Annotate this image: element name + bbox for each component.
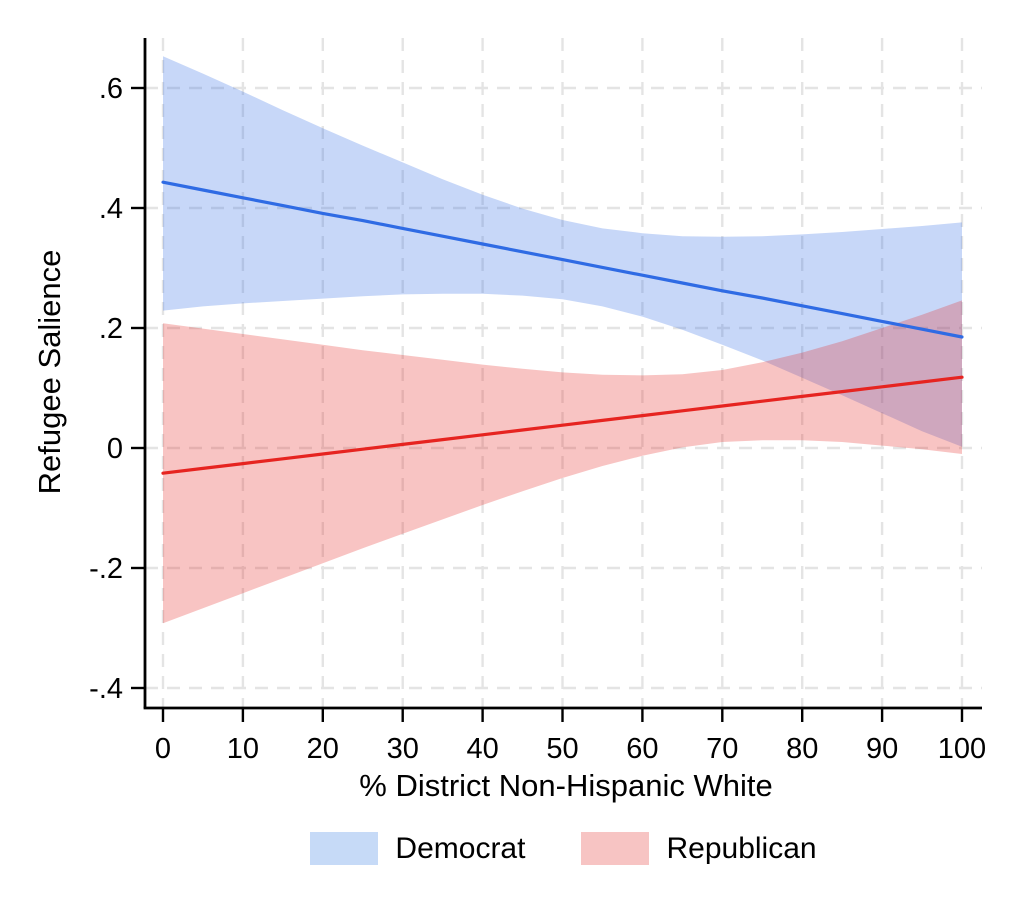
legend: Democrat Republican: [145, 832, 982, 865]
x-tick-label: 80: [786, 733, 818, 765]
republican-ci-band: [163, 300, 962, 624]
x-tick-label: 60: [626, 733, 658, 765]
republican-swatch: [581, 832, 650, 865]
legend-label-democrat: Democrat: [395, 831, 526, 865]
x-tick-label: 10: [227, 733, 259, 765]
democrat-swatch: [310, 832, 379, 865]
y-tick-label: -.2: [89, 553, 123, 585]
x-tick-label: 100: [938, 733, 986, 765]
republican-fit-line: [161, 375, 964, 475]
legend-label-republican: Republican: [666, 831, 817, 865]
y-tick-label: -.4: [89, 673, 123, 705]
y-tick-label: .4: [99, 193, 123, 225]
y-axis-title: Refugee Salience: [32, 249, 67, 495]
x-tick-label: 30: [387, 733, 419, 765]
democrat-ci-band: [163, 56, 962, 447]
legend-item-democrat: Democrat: [310, 832, 525, 865]
x-tick-label: 40: [466, 733, 498, 765]
x-tick-label: 0: [155, 733, 171, 765]
democrat-fit-line: [161, 180, 964, 339]
y-tick-label: 0: [107, 433, 123, 465]
x-tick-label: 70: [706, 733, 738, 765]
y-tick-label: .6: [99, 73, 123, 105]
x-tick-label: 20: [307, 733, 339, 765]
y-tick-label: .2: [99, 313, 123, 345]
x-tick-label: 90: [866, 733, 898, 765]
x-tick-label: 50: [546, 733, 578, 765]
legend-item-republican: Republican: [581, 831, 817, 865]
x-axis-title: % District Non-Hispanic White: [359, 768, 773, 803]
